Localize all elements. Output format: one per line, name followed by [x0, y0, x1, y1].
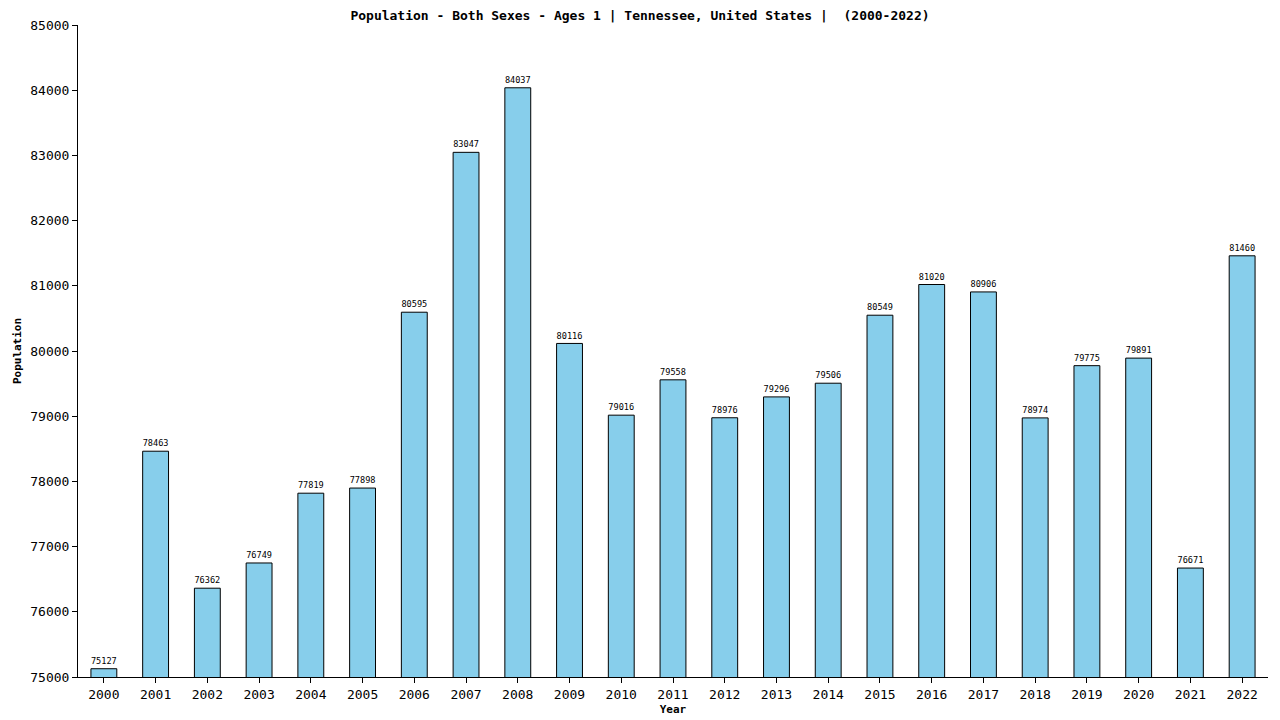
svg-text:2008: 2008: [502, 687, 533, 702]
svg-text:79506: 79506: [815, 370, 841, 380]
svg-text:76749: 76749: [246, 550, 272, 560]
svg-text:2009: 2009: [554, 687, 585, 702]
svg-text:81000: 81000: [30, 278, 69, 293]
svg-text:80906: 80906: [971, 279, 997, 289]
svg-text:79558: 79558: [660, 367, 686, 377]
svg-text:83047: 83047: [453, 139, 479, 149]
svg-text:2019: 2019: [1071, 687, 1102, 702]
svg-text:79891: 79891: [1126, 345, 1152, 355]
svg-text:78974: 78974: [1022, 405, 1048, 415]
svg-text:75127: 75127: [91, 656, 117, 666]
svg-text:2006: 2006: [399, 687, 430, 702]
svg-text:2013: 2013: [761, 687, 792, 702]
svg-text:Population: Population: [11, 318, 24, 384]
svg-text:2005: 2005: [347, 687, 378, 702]
svg-text:Population - Both Sexes - Ages: Population - Both Sexes - Ages 1 | Tenne…: [350, 8, 929, 23]
svg-text:80595: 80595: [401, 299, 427, 309]
svg-text:2020: 2020: [1123, 687, 1154, 702]
svg-text:82000: 82000: [30, 213, 69, 228]
svg-text:81020: 81020: [919, 272, 945, 282]
svg-text:79000: 79000: [30, 409, 69, 424]
svg-text:2003: 2003: [243, 687, 274, 702]
svg-text:2016: 2016: [916, 687, 947, 702]
svg-text:80549: 80549: [867, 302, 893, 312]
svg-text:78463: 78463: [143, 438, 169, 448]
svg-text:79016: 79016: [608, 402, 634, 412]
svg-text:81460: 81460: [1229, 243, 1255, 253]
svg-text:84000: 84000: [30, 83, 69, 98]
svg-text:85000: 85000: [30, 18, 69, 33]
svg-text:2022: 2022: [1226, 687, 1257, 702]
svg-text:2004: 2004: [295, 687, 326, 702]
svg-text:2012: 2012: [709, 687, 740, 702]
svg-text:2015: 2015: [864, 687, 895, 702]
svg-text:75000: 75000: [30, 670, 69, 685]
svg-text:2014: 2014: [813, 687, 844, 702]
svg-text:2021: 2021: [1175, 687, 1206, 702]
svg-text:84037: 84037: [505, 75, 531, 85]
svg-text:80116: 80116: [557, 331, 583, 341]
svg-text:79775: 79775: [1074, 353, 1100, 363]
svg-text:2007: 2007: [450, 687, 481, 702]
svg-text:76362: 76362: [194, 575, 220, 585]
svg-text:Year: Year: [660, 703, 687, 716]
svg-text:77898: 77898: [350, 475, 376, 485]
svg-text:2011: 2011: [657, 687, 688, 702]
svg-text:80000: 80000: [30, 344, 69, 359]
svg-text:77000: 77000: [30, 539, 69, 554]
svg-text:79296: 79296: [764, 384, 790, 394]
svg-text:2002: 2002: [192, 687, 223, 702]
svg-text:2001: 2001: [140, 687, 171, 702]
svg-text:78000: 78000: [30, 474, 69, 489]
svg-text:78976: 78976: [712, 405, 738, 415]
svg-text:2017: 2017: [968, 687, 999, 702]
svg-text:2000: 2000: [88, 687, 119, 702]
svg-text:76671: 76671: [1177, 555, 1203, 565]
svg-text:2010: 2010: [606, 687, 637, 702]
svg-text:2018: 2018: [1020, 687, 1051, 702]
svg-text:83000: 83000: [30, 148, 69, 163]
svg-text:77819: 77819: [298, 480, 324, 490]
svg-text:76000: 76000: [30, 604, 69, 619]
